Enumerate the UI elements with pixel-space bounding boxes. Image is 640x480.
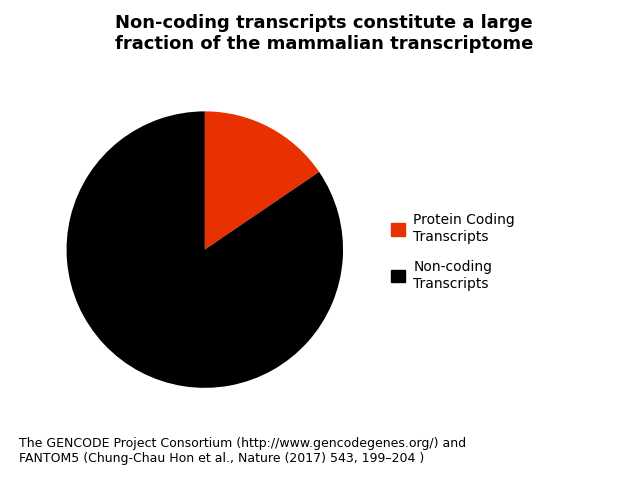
Legend: Protein Coding
Transcripts, Non-coding
Transcripts: Protein Coding Transcripts, Non-coding T… <box>391 214 515 290</box>
Text: The GENCODE Project Consortium (http://www.gencodegenes.org/) and
FANTOM5 (Chung: The GENCODE Project Consortium (http://w… <box>19 437 467 465</box>
Wedge shape <box>67 111 343 388</box>
Text: Non-coding transcripts constitute a large
fraction of the mammalian transcriptom: Non-coding transcripts constitute a larg… <box>115 14 534 53</box>
Wedge shape <box>205 111 319 250</box>
